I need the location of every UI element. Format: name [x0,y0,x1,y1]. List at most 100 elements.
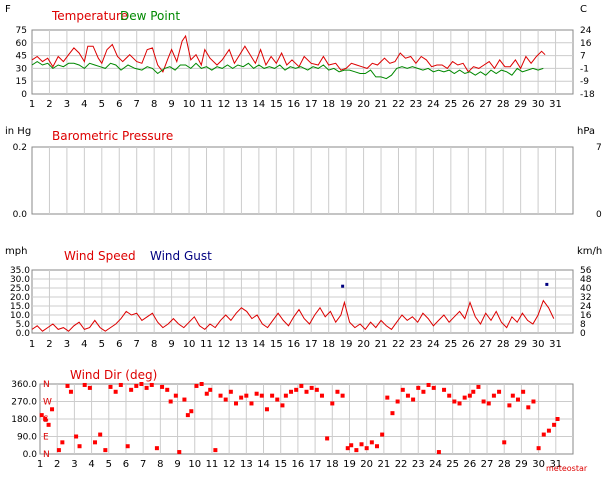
y-tick-label: 45 [16,52,27,62]
data-point [118,382,123,387]
wind-dir-x-ticks: 1 2 3 4 5 6 7 8 9 10 11 12 13 14 15 16 17 18 19 20 21 22 23 24 2… [37,459,562,470]
data-point [314,387,319,392]
data-point [199,382,204,386]
data-point [426,382,431,387]
x-tick-label: 26 [463,459,476,470]
data-point [82,382,87,387]
series-line-dew-point [31,61,544,80]
data-point [330,401,335,406]
data-point [374,444,379,449]
y-tick-label: 20.0 [10,293,30,303]
data-point [436,450,441,455]
x-tick-label: 16 [287,339,300,350]
data-point [204,391,209,396]
x-tick-label: 15 [270,99,283,110]
data-point [60,440,65,445]
pressure-left-unit: in Hg [5,126,31,137]
x-tick-label: 16 [292,459,305,470]
data-point [405,393,410,398]
x-tick-label: 15 [274,459,287,470]
data-point [43,417,48,421]
data-point [46,422,51,427]
y-right-tick-label: 7 [580,52,586,62]
source-label: meteostar [546,464,588,473]
data-point [228,389,233,394]
y-tick-label: 0.0 [13,210,28,220]
data-point [213,448,218,453]
temperature-x-ticks: 1 2 3 4 5 6 7 8 9 10 11 12 13 14 15 16 17 18 19 20 21 22 23 24 2… [29,99,562,110]
data-point [507,403,512,408]
data-point [244,393,249,398]
data-point [50,407,55,412]
x-tick-label: 26 [462,99,475,110]
y-right-tick-label: -9 [580,77,589,87]
x-tick-label: 6 [116,339,122,350]
data-point [65,383,70,388]
data-point [160,384,165,389]
pressure-grid [48,147,557,214]
pressure-left-ticks: 0.2 0.0 [13,143,28,220]
data-point [68,389,73,394]
x-tick-label: 17 [305,339,318,350]
data-point [270,393,275,398]
x-tick-label: 24 [427,339,440,350]
data-point [223,397,228,402]
x-tick-label: 30 [532,339,545,350]
x-tick-label: 31 [549,339,562,350]
x-tick-label: 1 [37,459,43,470]
x-tick-label: 5 [99,339,105,350]
x-tick-label: 3 [64,339,70,350]
data-point [349,443,354,448]
data-point [536,446,541,451]
y-right-tick-label: 48 [580,275,592,285]
compass-label: N [43,450,50,460]
data-point [168,399,173,404]
data-point [531,399,536,404]
data-point [194,383,199,388]
data-point [144,385,149,390]
wind-speed-panel: mph km/h Wind Speed Wind Gust 35.030.025… [5,246,602,350]
y-right-tick-label: 56 [580,266,592,276]
data-point [113,389,118,394]
y-tick-label: 35.0 [10,266,30,276]
data-point [74,434,79,439]
wind-dir-left-ticks: 360.0 270.0 180.0 90.0 0.0 [11,380,37,460]
data-point [319,393,324,398]
data-point [56,448,61,453]
x-tick-label: 29 [514,339,527,350]
data-point [411,397,416,402]
data-point [87,385,92,390]
temperature-grid [32,30,573,94]
data-point [452,399,457,404]
x-tick-label: 8 [157,459,163,470]
pressure-panel: in Hg hPa Barometric Pressure 0.20.0 70 [5,126,602,220]
temperature-series [31,34,546,80]
data-point [345,446,350,451]
x-tick-label: 22 [392,99,405,110]
x-tick-label: 14 [257,459,270,470]
x-tick-label: 1 [29,339,35,350]
x-tick-label: 21 [375,99,388,110]
data-point [552,422,557,427]
data-point [108,384,113,389]
x-tick-label: 15 [270,339,283,350]
temperature-left-ticks: 75 60 45 30 15 0 [16,26,28,100]
y-tick-label: 25.0 [10,284,30,294]
wind-speed-left-ticks: 35.030.025.020.015.010.05.00.0 [10,266,30,339]
pressure-right-ticks: 70 [596,143,602,220]
data-point [208,387,213,392]
y-right-tick-label: 24 [580,302,592,312]
y-tick-label: 30 [16,64,28,74]
y-right-tick-label: 8 [580,320,586,330]
data-point [340,393,345,398]
data-point [275,397,280,402]
x-tick-label: 3 [71,459,77,470]
data-point [182,397,187,402]
x-tick-label: 8 [151,99,157,110]
wind-speed-series [31,282,555,332]
data-point [283,393,288,398]
data-point [165,387,170,392]
x-tick-label: 18 [322,99,335,110]
x-tick-label: 12 [223,459,236,470]
y-tick-label: 0 [21,90,27,100]
